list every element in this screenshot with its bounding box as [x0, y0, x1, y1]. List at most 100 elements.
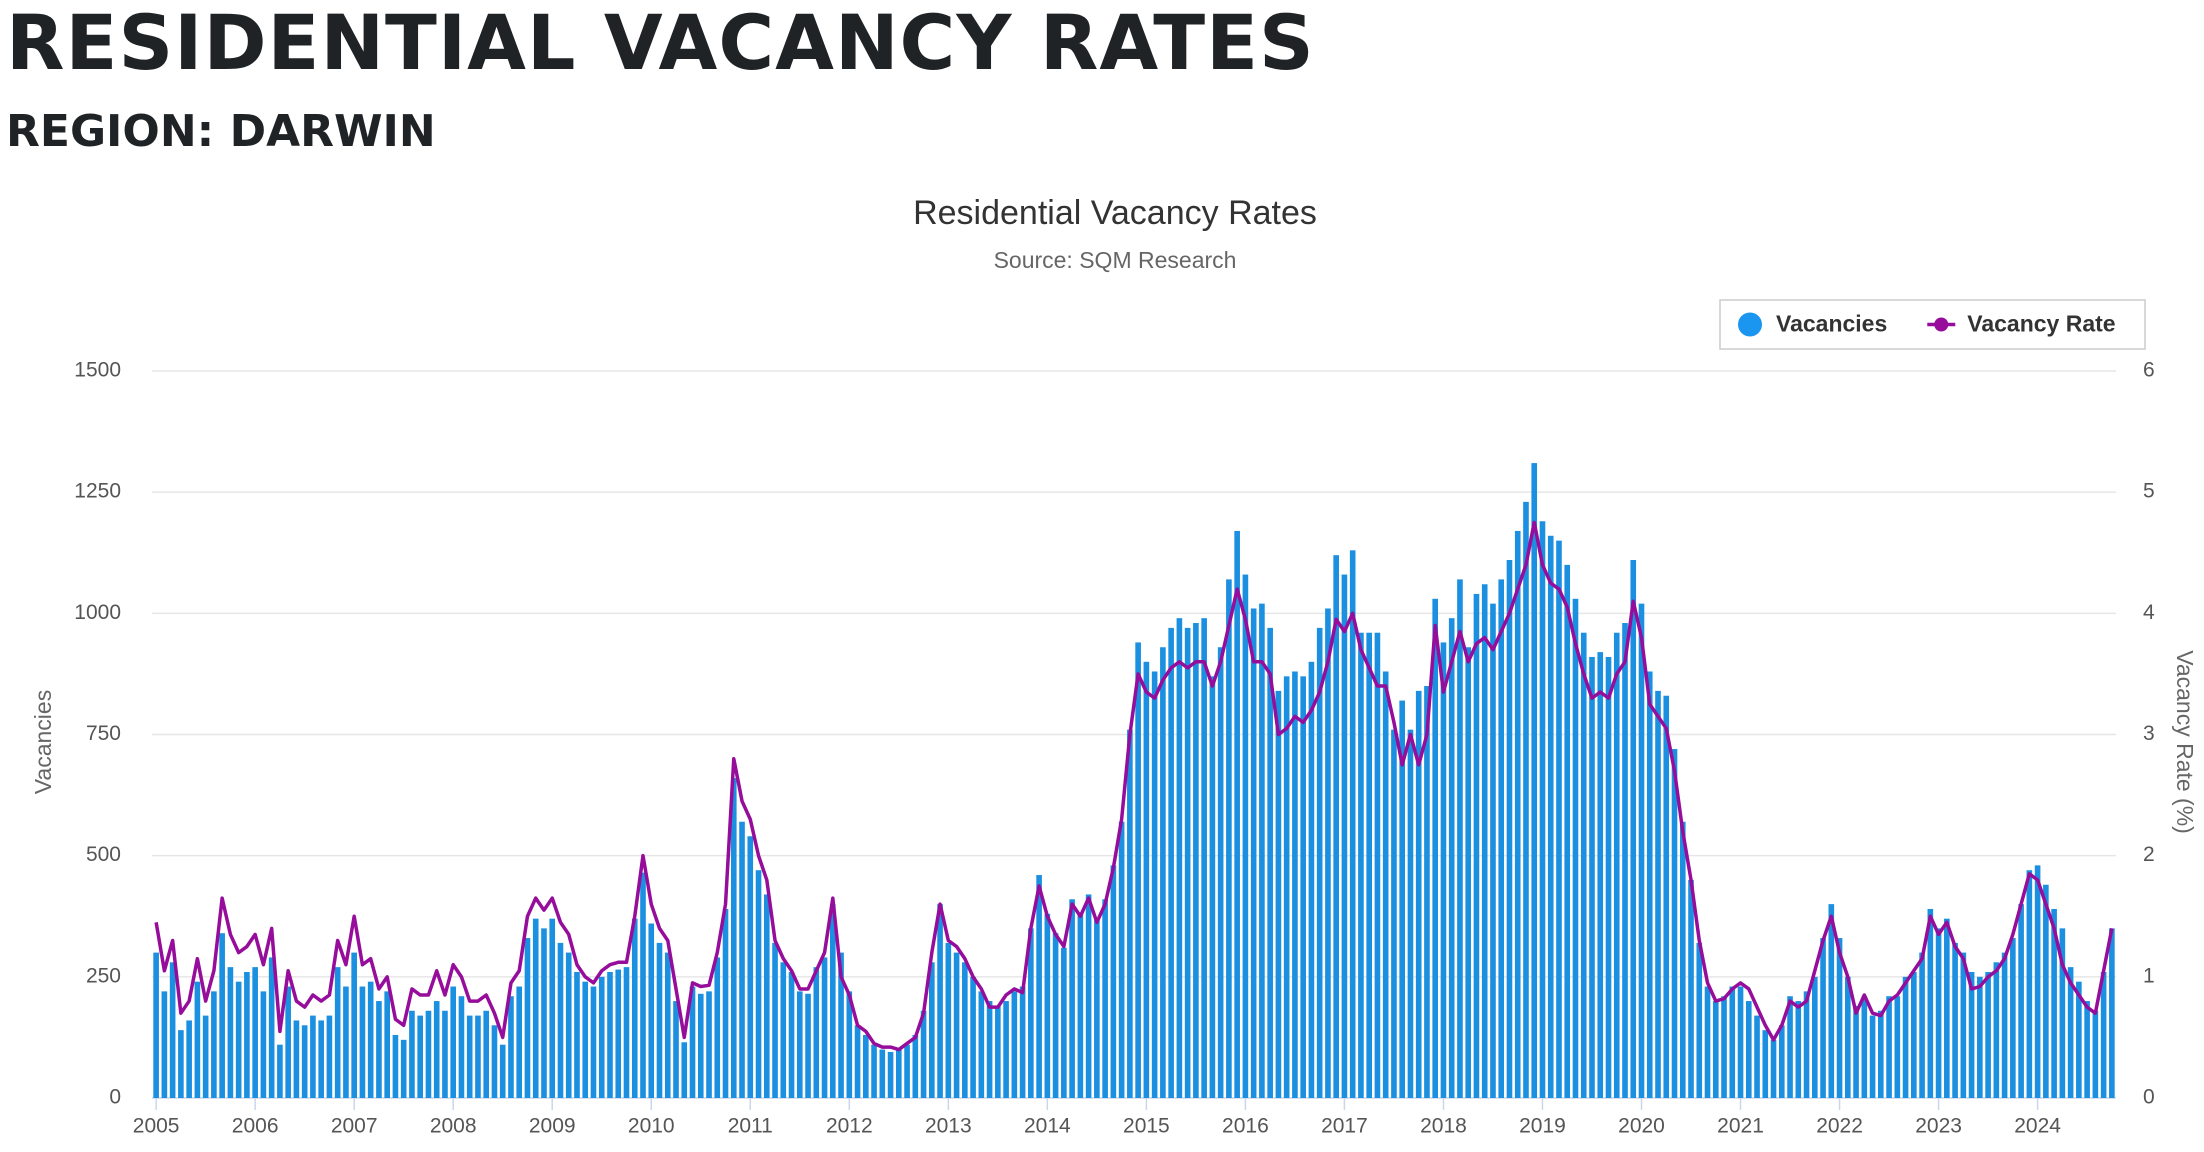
bar	[780, 962, 787, 1098]
chart-subtitle: Source: SQM Research	[994, 247, 1237, 273]
y2-tick-label: 6	[2143, 359, 2155, 382]
bar	[1003, 1001, 1009, 1098]
bar	[978, 991, 985, 1098]
bar	[1605, 656, 1612, 1098]
bar	[1160, 647, 1166, 1098]
bar	[376, 1001, 382, 1098]
bar	[1977, 976, 1983, 1098]
bar	[1110, 865, 1117, 1098]
bar	[1226, 579, 1232, 1098]
bar	[1919, 952, 1925, 1098]
y2-tick-label: 4	[2143, 601, 2155, 624]
bar	[202, 1015, 209, 1098]
legend-label[interactable]: Vacancy Rate	[1967, 311, 2115, 337]
bar	[986, 1001, 993, 1098]
bar	[1927, 908, 1934, 1098]
bar	[1762, 1030, 1769, 1098]
bar	[1853, 1005, 1859, 1098]
bar	[499, 1044, 506, 1098]
y2-tick-label: 5	[2143, 480, 2155, 503]
bar	[1712, 1001, 1719, 1098]
bar	[1259, 603, 1265, 1098]
bar	[1415, 690, 1422, 1098]
bar	[582, 981, 589, 1098]
bar	[1721, 996, 1727, 1098]
bar	[334, 967, 341, 1098]
bar	[1490, 603, 1496, 1098]
bar	[1622, 623, 1628, 1098]
bar	[1993, 962, 2000, 1098]
bar	[1267, 627, 1273, 1098]
bar	[1044, 913, 1051, 1098]
bar	[1052, 933, 1059, 1098]
x-tick-label: 2010	[628, 1115, 675, 1138]
legend-label[interactable]: Vacancies	[1776, 311, 1887, 337]
bar	[483, 1010, 490, 1098]
bar	[706, 991, 712, 1098]
bar	[458, 996, 465, 1098]
x-tick-label: 2023	[1915, 1115, 1962, 1138]
bar	[516, 986, 523, 1098]
bar	[1077, 913, 1084, 1098]
bar	[1935, 928, 1942, 1098]
bar	[1069, 899, 1075, 1098]
bar	[648, 923, 655, 1098]
bar	[1036, 875, 1042, 1098]
x-tick-label: 2019	[1519, 1115, 1566, 1138]
bar	[549, 918, 556, 1098]
bar	[1688, 879, 1694, 1098]
bar	[1440, 642, 1447, 1098]
y-tick-label: 750	[86, 722, 121, 745]
bar	[697, 993, 704, 1098]
legend: Vacancies Vacancy Rate	[1719, 299, 2146, 350]
y-tick-label: 1250	[74, 480, 121, 503]
y2-tick-label: 3	[2143, 722, 2155, 745]
y-axis-title: Vacancies	[30, 690, 56, 794]
bar	[1465, 647, 1472, 1098]
bar	[2034, 865, 2041, 1098]
bar	[1382, 671, 1389, 1098]
bar	[1878, 1010, 1884, 1098]
legend-marker	[1738, 312, 1762, 337]
x-tick-label: 2007	[331, 1115, 378, 1138]
bar	[1696, 942, 1703, 1098]
bar	[945, 942, 952, 1098]
bar	[2084, 1001, 2090, 1098]
bar	[1028, 928, 1034, 1098]
bar	[929, 962, 935, 1098]
line	[154, 520, 2114, 1052]
bar	[920, 1010, 927, 1098]
x-tick-label: 2018	[1420, 1115, 1467, 1138]
bar	[1745, 1001, 1752, 1098]
bar	[904, 1044, 910, 1098]
bar	[1556, 540, 1562, 1098]
bar	[1911, 971, 1917, 1098]
bar	[2010, 938, 2016, 1098]
bar	[1217, 647, 1224, 1098]
bar	[937, 904, 943, 1098]
bar	[1820, 938, 1826, 1098]
bar	[1308, 661, 1315, 1098]
y-tick-label: 0	[109, 1086, 121, 1109]
bar	[417, 1015, 423, 1098]
x-tick-label: 2017	[1321, 1115, 1368, 1138]
bar	[1902, 976, 1909, 1098]
bar	[1613, 632, 1620, 1098]
bar	[1118, 821, 1125, 1098]
bar	[1201, 618, 1207, 1098]
bar	[838, 952, 844, 1098]
bar	[590, 986, 597, 1098]
bar	[384, 991, 390, 1098]
y2-tick-label: 1	[2143, 964, 2155, 987]
bar	[1646, 671, 1653, 1098]
bar	[1300, 676, 1306, 1098]
bar	[1704, 986, 1711, 1098]
bar	[268, 957, 275, 1098]
bar	[475, 1015, 481, 1098]
bar	[1754, 1015, 1760, 1098]
bar	[2051, 908, 2057, 1098]
bar	[1432, 598, 1439, 1098]
bar	[1778, 1025, 1785, 1098]
bar	[1514, 530, 1521, 1098]
